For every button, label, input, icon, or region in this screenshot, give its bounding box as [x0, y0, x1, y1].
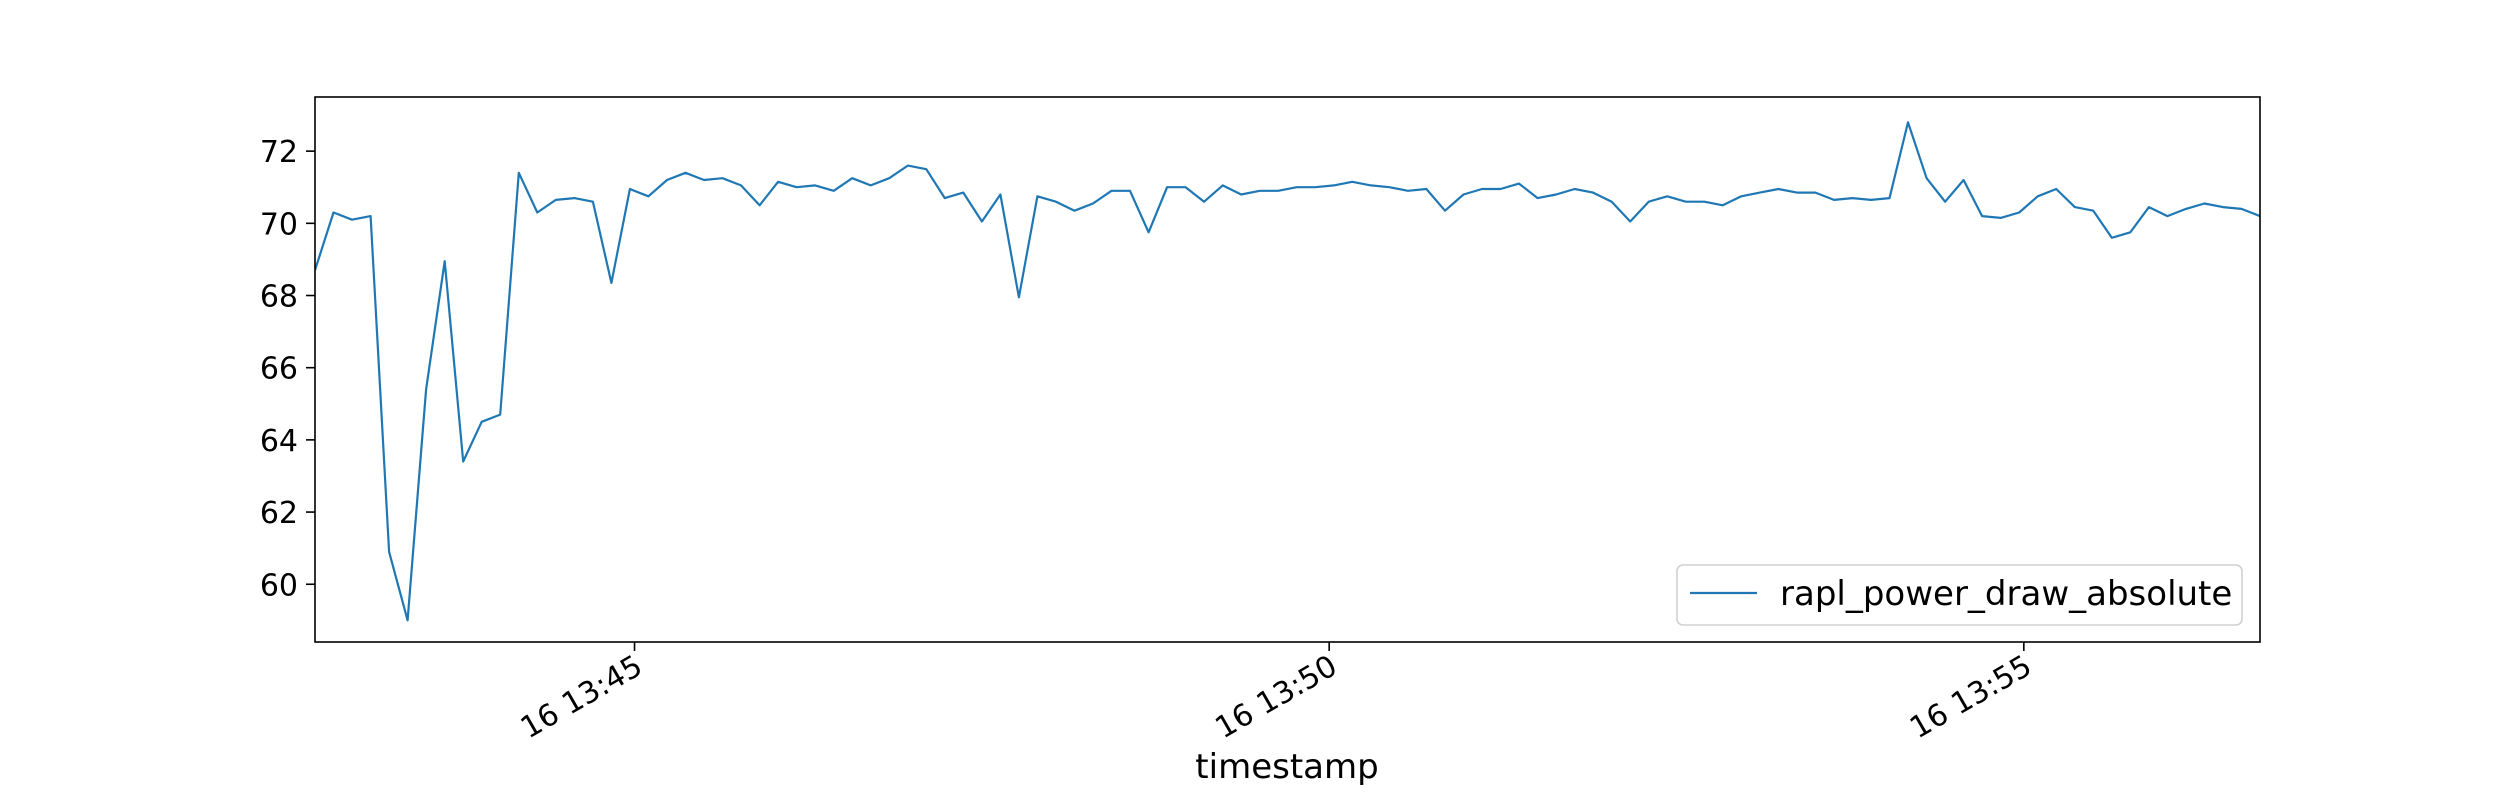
y-tick-label: 60 — [260, 568, 298, 603]
y-axis: 60 62 64 66 68 70 72 — [260, 135, 315, 603]
plot-frame — [314, 96, 2261, 643]
plot-area — [314, 96, 2261, 643]
legend: rapl_power_draw_absolute — [1676, 564, 2243, 626]
x-tick-label: 16 13:55 — [1904, 649, 2038, 746]
y-tick-label: 64 — [260, 424, 298, 459]
x-axis-title: timestamp — [1195, 747, 1378, 787]
legend-box — [1676, 564, 2243, 626]
legend-label: rapl_power_draw_absolute — [1780, 574, 2232, 614]
y-tick-label: 72 — [260, 135, 298, 170]
y-tick-label: 68 — [260, 280, 298, 315]
x-tick-label: 16 13:45 — [515, 649, 649, 746]
y-tick-label: 62 — [260, 496, 298, 531]
x-axis: 16 13:45 16 13:50 16 13:55 — [515, 642, 2038, 746]
y-tick-label: 66 — [260, 352, 298, 387]
series-line-rapl-power-draw-absolute — [315, 121, 2260, 622]
y-tick-label: 70 — [260, 207, 298, 242]
x-tick-label: 16 13:50 — [1209, 649, 1343, 746]
